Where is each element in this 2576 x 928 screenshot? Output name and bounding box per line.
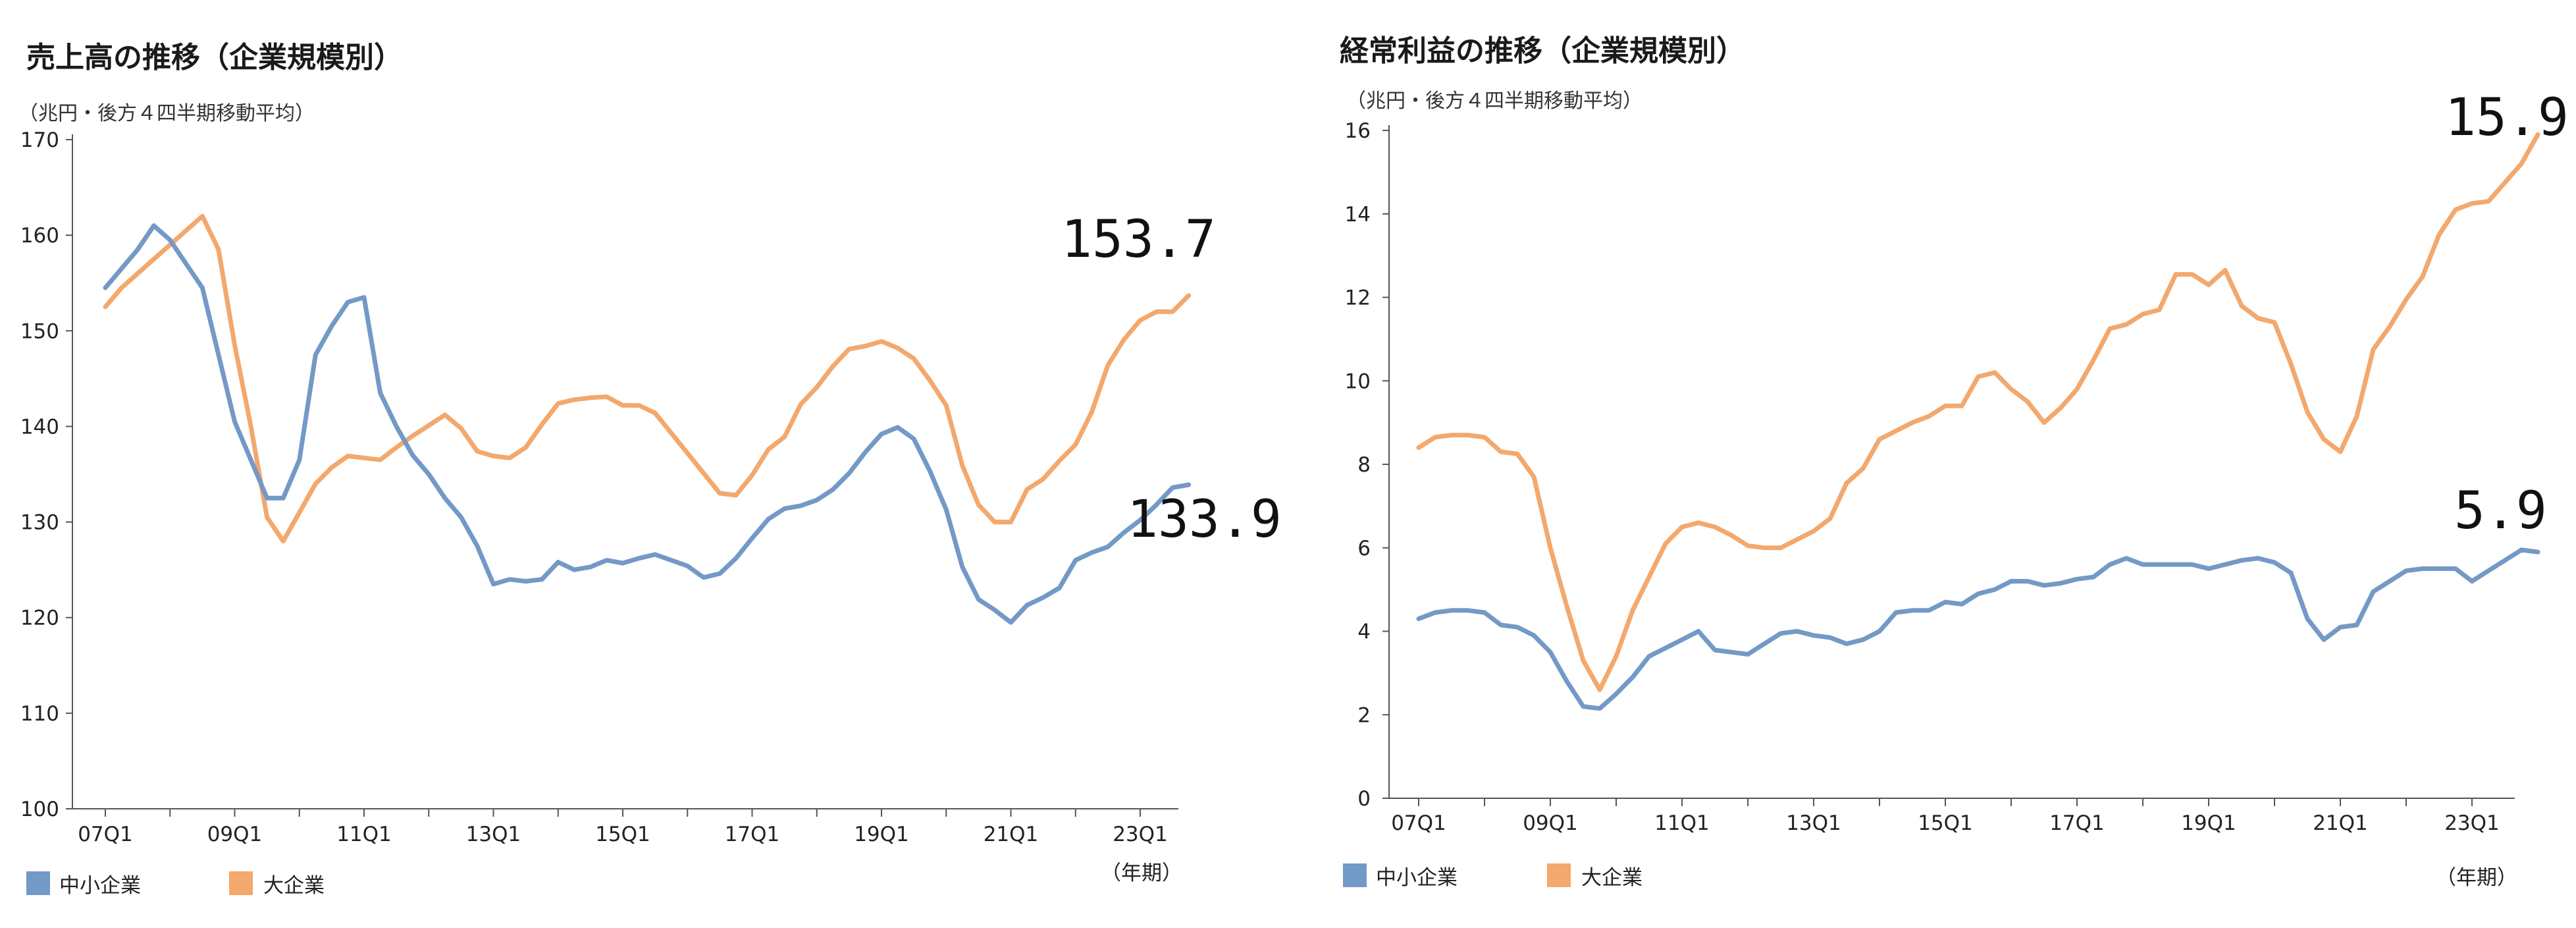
legend-label: 大企業 (263, 874, 325, 898)
x-axis-label: （年期） (1101, 861, 1182, 885)
y-tick-label: 110 (20, 702, 59, 726)
unit-label: （兆円・後方４四半期移動平均） (1346, 90, 1643, 113)
series-line (103, 223, 1192, 625)
x-tick-label: 15Q1 (595, 823, 650, 846)
x-tick-label: 19Q1 (2181, 811, 2236, 835)
chart-title: 売上高の推移（企業規模別） (26, 41, 403, 74)
value-annotation: 133.9 (1127, 490, 1282, 549)
x-tick-label: 09Q1 (207, 823, 263, 846)
x-tick-label: 11Q1 (336, 823, 392, 846)
x-tick-label: 11Q1 (1654, 811, 1710, 835)
legend-swatch (229, 871, 253, 895)
profit-chart: 経常利益の推移（企業規模別） （兆円・後方４四半期移動平均） 0 2 4 6 8 10 12… (1340, 34, 2569, 890)
x-tick-label: 19Q1 (854, 823, 909, 846)
legend-swatch (26, 871, 50, 895)
legend-label: 中小企業 (59, 874, 141, 898)
value-annotation: 15.9 (2445, 88, 2569, 148)
x-tick-label: 23Q1 (2444, 811, 2500, 835)
legend-swatch (1547, 863, 1571, 887)
legend-label: 中小企業 (1376, 866, 1458, 890)
x-tick-label: 21Q1 (2313, 811, 2368, 835)
y-tick-label: 100 (20, 798, 59, 821)
y-tick-label: 120 (20, 607, 59, 630)
y-tick-label: 0 (1357, 787, 1371, 811)
x-tick-label: 17Q1 (725, 823, 780, 846)
x-tick-label: 09Q1 (1523, 811, 1578, 835)
y-tick-label: 2 (1357, 703, 1371, 727)
y-tick-label: 10 (1345, 369, 1371, 393)
x-tick-label: 07Q1 (78, 823, 133, 846)
legend-swatch (1343, 863, 1367, 887)
x-axis-label: （年期） (2436, 866, 2517, 890)
x-tick-label: 13Q1 (1786, 811, 1841, 835)
sales-chart: 売上高の推移（企業規模別） （兆円・後方４四半期移動平均） 100 110 120 1… (18, 41, 1282, 898)
y-tick-label: 14 (1345, 203, 1371, 227)
legend-label: 大企業 (1581, 866, 1643, 890)
y-tick-label: 170 (20, 128, 59, 152)
value-annotation: 153.7 (1061, 210, 1216, 269)
y-tick-label: 12 (1345, 287, 1371, 310)
x-tick-label: 23Q1 (1113, 823, 1168, 846)
chart-title: 経常利益の推移（企業規模別） (1340, 34, 1745, 68)
y-tick-label: 140 (20, 415, 59, 439)
y-tick-label: 150 (20, 319, 59, 343)
y-tick-label: 130 (20, 511, 59, 535)
y-tick-label: 160 (20, 224, 59, 248)
series-line (103, 213, 1192, 544)
x-tick-label: 15Q1 (1918, 811, 1973, 835)
sales-chart-panel: 売上高の推移（企業規模別） （兆円・後方４四半期移動平均） 100 110 120 1… (0, 0, 1282, 928)
value-annotation: 5.9 (2454, 481, 2547, 541)
x-tick-label: 07Q1 (1391, 811, 1446, 835)
y-tick-label: 4 (1357, 620, 1371, 644)
y-tick-label: 16 (1345, 119, 1371, 143)
unit-label: （兆円・後方４四半期移動平均） (18, 102, 315, 125)
series-line (1416, 132, 2540, 692)
profit-chart-panel: 経常利益の推移（企業規模別） （兆円・後方４四半期移動平均） 0 2 4 6 8 10 12… (1323, 0, 2576, 928)
y-tick-label: 8 (1357, 453, 1371, 477)
x-tick-label: 13Q1 (466, 823, 521, 846)
y-tick-label: 6 (1357, 537, 1371, 560)
x-tick-label: 17Q1 (2049, 811, 2105, 835)
x-tick-label: 21Q1 (984, 823, 1039, 846)
series-line (1416, 547, 2540, 711)
